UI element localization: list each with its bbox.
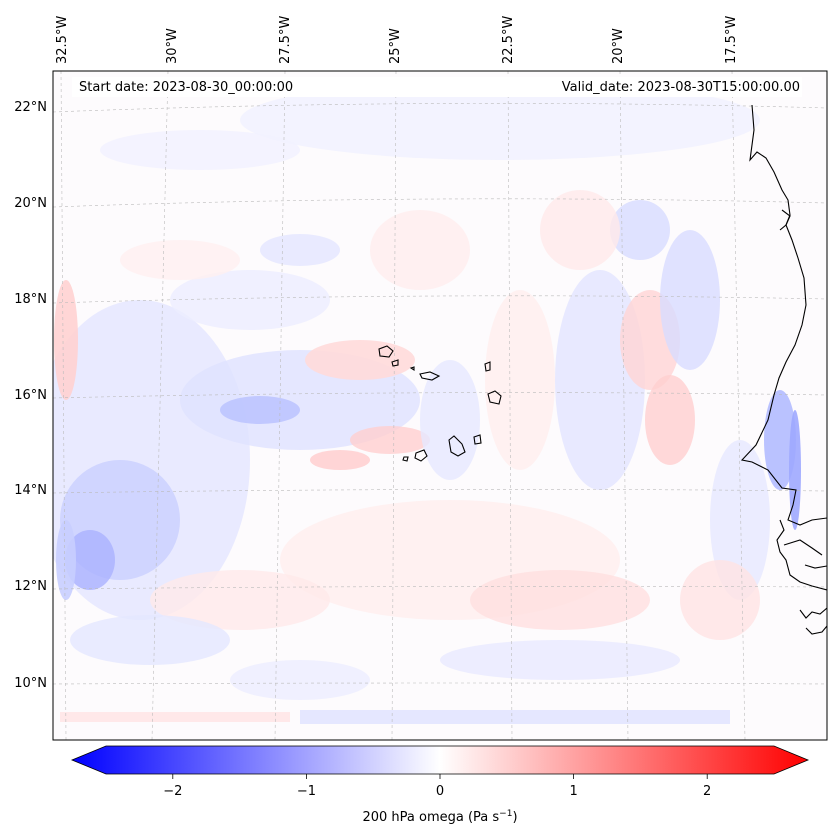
lon-label-22-5w: 22.5°W <box>501 16 516 64</box>
lon-label-32-5w: 32.5°W <box>55 16 70 64</box>
colorbar-tick-label: −2 <box>163 784 182 799</box>
lon-label-25w: 25°W <box>388 28 403 64</box>
colorbar-tick-label: 0 <box>436 784 444 799</box>
map-panel: Start date: 2023-08-30_00:00:00 Valid_da… <box>52 70 828 741</box>
colorbar: −2 −1 0 1 2 200 hPa omega (Pa s−1) <box>70 745 810 825</box>
graticule <box>53 71 827 740</box>
longitude-labels: 32.5°W 30°W 27.5°W 25°W 22.5°W 20°W 17.5… <box>55 16 739 64</box>
valid-date-label: Valid_date: 2023-08-30T15:00:00.00 <box>562 80 800 95</box>
colorbar-bar <box>70 745 810 775</box>
colorbar-tick-label: 2 <box>703 784 711 799</box>
start-date-label: Start date: 2023-08-30_00:00:00 <box>79 80 293 95</box>
colorbar-tick-label: 1 <box>569 784 577 799</box>
lon-label-20w: 20°W <box>611 28 626 64</box>
lon-label-27-5w: 27.5°W <box>278 16 293 64</box>
lat-label-14n: 14°N <box>14 483 47 498</box>
lat-label-16n: 16°N <box>14 388 47 403</box>
colorbar-tick-label: −1 <box>297 784 316 799</box>
lat-label-10n: 10°N <box>14 676 47 691</box>
lon-label-17-5w: 17.5°W <box>724 16 739 64</box>
lat-label-12n: 12°N <box>14 579 47 594</box>
lat-label-22n: 22°N <box>14 100 47 115</box>
map-frame <box>52 70 828 741</box>
lat-label-20n: 20°N <box>14 196 47 211</box>
island-outlines <box>378 345 502 462</box>
omega-field <box>53 71 827 740</box>
lat-label-18n: 18°N <box>14 292 47 307</box>
lon-label-30w: 30°W <box>165 28 180 64</box>
coastline <box>740 104 827 635</box>
latitude-labels: 22°N 20°N 18°N 16°N 14°N 12°N 10°N <box>14 100 47 691</box>
header-strip <box>72 77 802 97</box>
colorbar-ticks: −2 −1 0 1 2 <box>163 774 711 799</box>
colorbar-label: 200 hPa omega (Pa s−1) <box>362 809 517 825</box>
